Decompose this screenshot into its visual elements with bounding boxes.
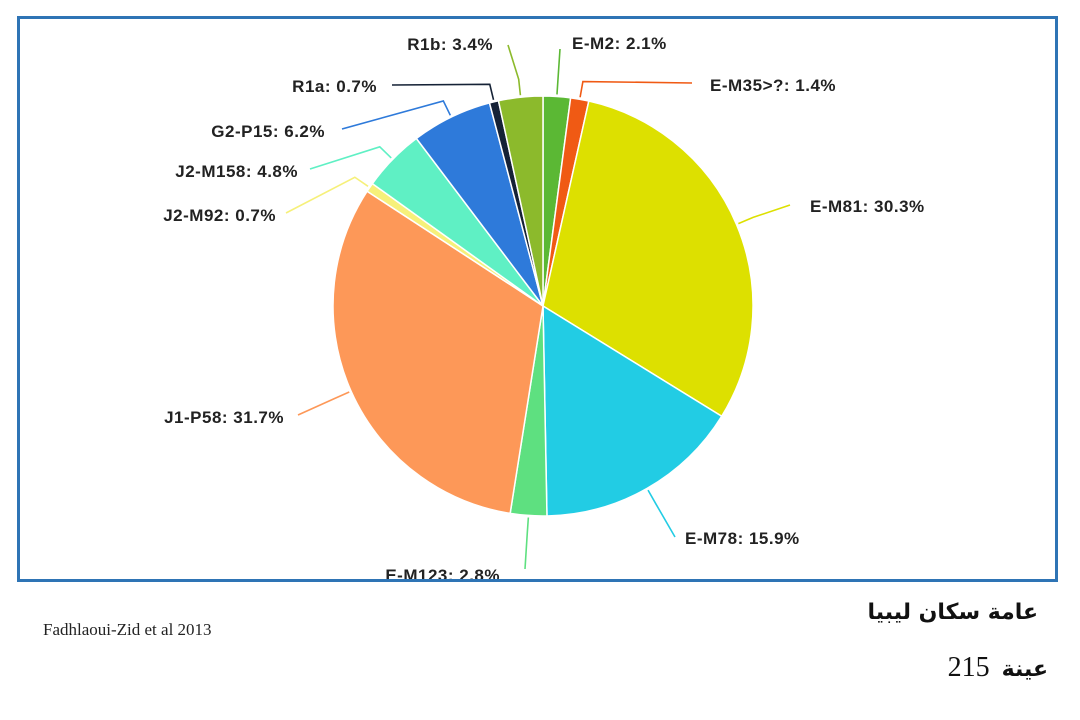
population-title: عامة سكان ليبيا (867, 600, 1039, 625)
chart-frame: E-M2: 2.1% E-M35>?: 1.4% E-M81: 30.3% E-M78… (17, 16, 1058, 582)
slice-label: E-M2: 2.1% (572, 34, 667, 53)
pie-slice-e-m78 (542, 304, 723, 517)
slice-label: E-M78: 15.9% (685, 529, 800, 548)
leader-line (556, 48, 561, 95)
leader-line (738, 204, 791, 225)
pie-chart: E-M2: 2.1% E-M35>?: 1.4% E-M81: 30.3% E-M78… (163, 34, 925, 579)
leader-line (285, 176, 369, 214)
leader-line (309, 145, 392, 170)
leader-line (297, 391, 350, 416)
leader-line (507, 44, 522, 96)
leader-line (391, 83, 495, 101)
source-citation: Fadhlaoui-Zid et al 2013 (43, 620, 212, 639)
pie-slice-e-m81 (542, 100, 754, 418)
slice-label: E-M35>?: 1.4% (710, 76, 836, 95)
sample-unit: عينة (1001, 657, 1048, 682)
slice-label: J2-M92: 0.7% (163, 206, 276, 225)
leader-line (341, 99, 452, 130)
slice-label: J1-P58: 31.7% (164, 408, 284, 427)
leader-line (579, 80, 693, 98)
slice-label: R1b: 3.4% (407, 35, 493, 54)
slice-label: E-M81: 30.3% (810, 197, 925, 216)
leader-line (524, 517, 530, 570)
sample-size: عينة 215 (948, 652, 1048, 684)
pie-slice-r1b (497, 95, 544, 307)
sample-count: 215 (947, 652, 990, 683)
slice-label: J2-M158: 4.8% (175, 162, 298, 181)
slice-label: G2-P15: 6.2% (211, 122, 325, 141)
slice-label: E-M123: 2.8% (385, 566, 500, 579)
slice-label: R1a: 0.7% (292, 77, 377, 96)
leader-line (647, 489, 676, 538)
